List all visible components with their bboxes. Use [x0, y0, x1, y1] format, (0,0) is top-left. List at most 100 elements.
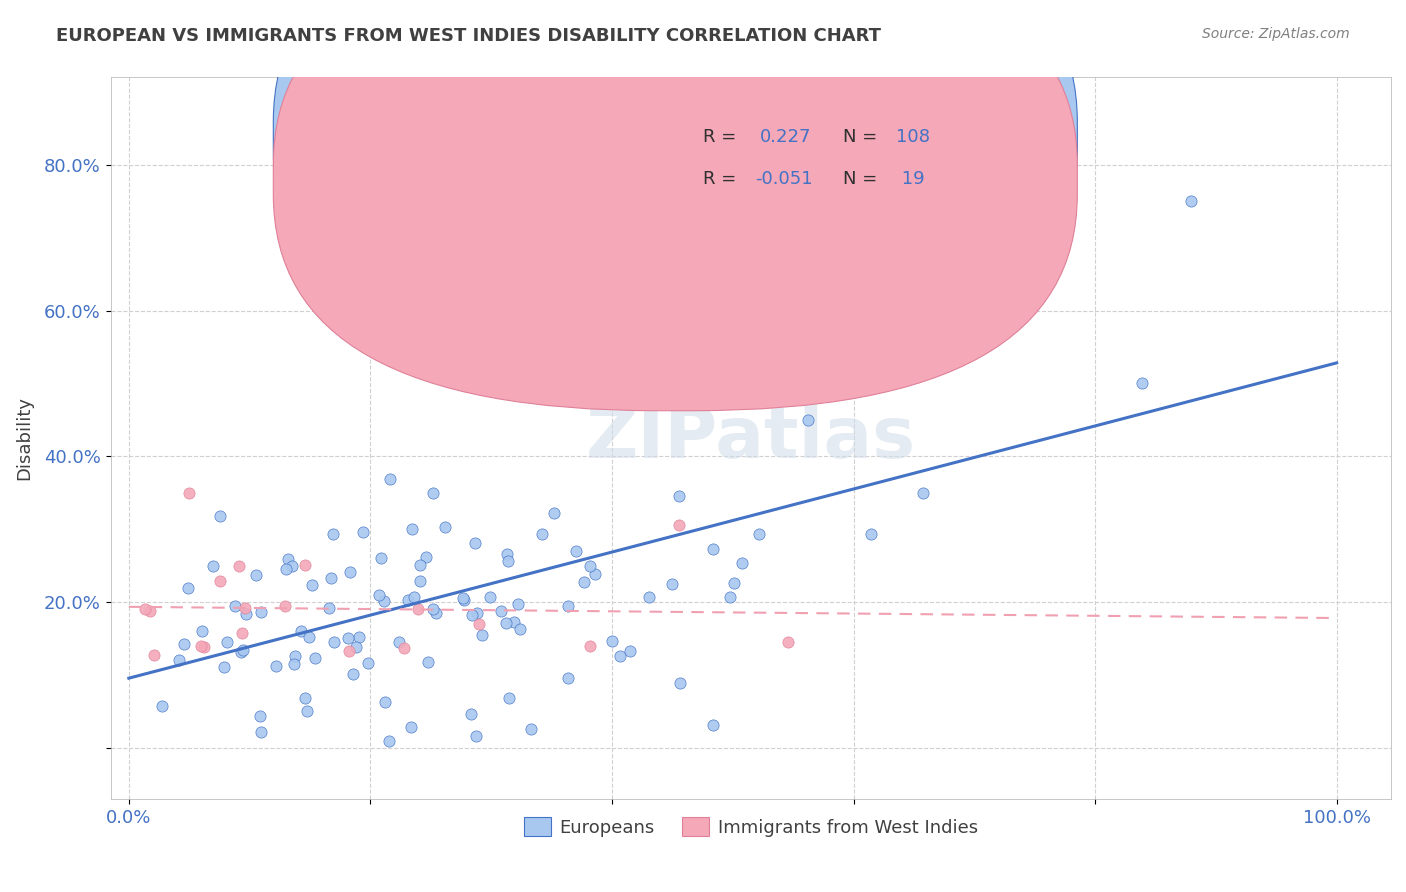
- Point: [661, 577, 683, 591]
- Text: Source: ZipAtlas.com: Source: ZipAtlas.com: [1202, 27, 1350, 41]
- Point: [468, 616, 491, 631]
- Point: [460, 707, 482, 722]
- Point: [1180, 194, 1202, 209]
- Point: [294, 691, 316, 706]
- Point: [177, 581, 200, 595]
- Point: [491, 604, 513, 618]
- Text: -0.051: -0.051: [755, 170, 813, 188]
- Point: [370, 551, 392, 566]
- Point: [520, 722, 543, 736]
- Point: [860, 527, 883, 541]
- Point: [231, 645, 253, 659]
- Point: [748, 527, 770, 541]
- Point: [723, 576, 745, 591]
- Point: [224, 599, 246, 613]
- Point: [619, 644, 641, 658]
- Point: [533, 245, 555, 260]
- Point: [702, 718, 724, 732]
- Point: [498, 690, 520, 705]
- Point: [294, 558, 316, 572]
- Point: [465, 606, 488, 620]
- Point: [401, 522, 423, 536]
- Point: [298, 631, 321, 645]
- Point: [374, 695, 396, 709]
- Point: [143, 648, 166, 662]
- Y-axis label: Disability: Disability: [15, 396, 32, 480]
- Point: [266, 659, 288, 673]
- Text: 19: 19: [896, 170, 924, 188]
- Point: [422, 602, 444, 616]
- Point: [319, 571, 342, 585]
- Point: [249, 725, 271, 739]
- Point: [277, 551, 299, 566]
- Point: [342, 667, 364, 681]
- Point: [668, 676, 690, 690]
- Point: [392, 641, 415, 656]
- Point: [209, 574, 232, 588]
- Text: 0.227: 0.227: [759, 128, 811, 145]
- Text: N =: N =: [844, 128, 877, 145]
- Point: [150, 699, 173, 714]
- Point: [471, 628, 494, 642]
- Point: [776, 635, 799, 649]
- Point: [347, 630, 370, 644]
- Point: [749, 362, 772, 376]
- Point: [283, 657, 305, 671]
- Point: [214, 660, 236, 674]
- Point: [557, 599, 579, 613]
- Point: [578, 558, 600, 573]
- Point: [318, 600, 340, 615]
- Point: [1130, 376, 1153, 391]
- Point: [322, 526, 344, 541]
- Point: [396, 593, 419, 607]
- Point: [208, 509, 231, 524]
- Point: [496, 547, 519, 561]
- Point: [378, 472, 401, 486]
- Point: [353, 524, 375, 539]
- Point: [585, 567, 607, 582]
- Point: [134, 602, 156, 616]
- Point: [233, 601, 256, 615]
- Text: R =: R =: [703, 128, 737, 145]
- Point: [228, 558, 250, 573]
- Point: [415, 549, 437, 564]
- Point: [388, 634, 411, 648]
- Point: [215, 634, 238, 648]
- Point: [399, 720, 422, 734]
- Point: [202, 559, 225, 574]
- Point: [912, 485, 935, 500]
- Point: [434, 520, 457, 534]
- Point: [464, 536, 486, 550]
- Point: [344, 640, 367, 654]
- Text: N =: N =: [844, 170, 877, 188]
- Point: [702, 541, 724, 556]
- Point: [281, 559, 304, 574]
- Point: [509, 622, 531, 636]
- Point: [408, 574, 430, 588]
- Point: [339, 565, 361, 579]
- Point: [231, 626, 253, 640]
- Point: [406, 601, 429, 615]
- Point: [623, 282, 645, 296]
- Point: [731, 556, 754, 570]
- Point: [232, 643, 254, 657]
- Point: [167, 653, 190, 667]
- Legend: Europeans, Immigrants from West Indies: Europeans, Immigrants from West Indies: [516, 810, 986, 844]
- Point: [284, 649, 307, 664]
- Point: [451, 591, 474, 605]
- Point: [193, 640, 215, 654]
- Point: [249, 708, 271, 723]
- Point: [373, 594, 395, 608]
- Point: [422, 486, 444, 500]
- Point: [139, 604, 162, 618]
- Point: [530, 526, 553, 541]
- Point: [565, 544, 588, 558]
- Point: [378, 733, 401, 747]
- Point: [191, 624, 214, 639]
- Point: [357, 656, 380, 670]
- Point: [508, 598, 530, 612]
- Point: [560, 391, 582, 405]
- Point: [274, 599, 297, 613]
- Point: [322, 634, 344, 648]
- Point: [425, 606, 447, 620]
